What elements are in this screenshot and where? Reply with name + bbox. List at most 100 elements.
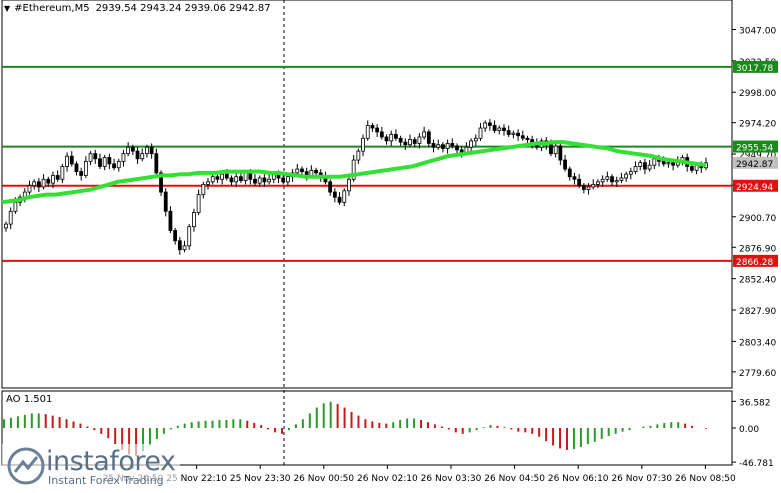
watermark-tagline: Instant Forex Trading [48, 474, 164, 487]
candle-body [201, 183, 206, 196]
candle-body [116, 160, 121, 169]
candle-body [107, 157, 112, 165]
candle-body [285, 176, 290, 183]
candle-body [224, 173, 229, 179]
candle-body [262, 177, 267, 183]
candle-body [610, 176, 614, 183]
candle-body [483, 122, 488, 129]
candle-body [93, 153, 98, 160]
y-tick-label: 2974.20 [739, 120, 776, 130]
y-tick-label: 2852.40 [739, 276, 776, 286]
candle-body [600, 178, 605, 183]
candle-body [619, 177, 624, 181]
level-price-label: 3017.78 [736, 64, 773, 74]
candle-body [163, 191, 168, 212]
candle-body [445, 143, 450, 149]
candle-body [492, 125, 497, 132]
x-tick-label: 26 Nov 03:30 [421, 474, 482, 484]
candle-body [605, 176, 610, 180]
candle-body [328, 181, 333, 193]
candle-body [417, 136, 422, 144]
candle-body [614, 180, 619, 183]
moving-average-line [1, 140, 707, 205]
ohlc-high: 2943.24 [140, 3, 182, 14]
candle-body [643, 162, 647, 170]
candle-body [436, 144, 441, 148]
candle-body [577, 178, 582, 187]
candle-body [581, 185, 586, 190]
candle-body [295, 168, 300, 174]
candle-body [516, 132, 520, 137]
y-tick-label: 2876.90 [739, 244, 776, 254]
candle-body [563, 159, 567, 170]
candle-body [441, 144, 445, 149]
x-tick-label: 26 Nov 06:10 [548, 474, 609, 484]
candle-body [389, 134, 394, 142]
level-price-label: 2866.28 [736, 258, 773, 268]
candle-body [478, 127, 483, 139]
ao-indicator-label: AO 1.501 [6, 394, 53, 405]
candle-body [511, 132, 516, 135]
candle-body [4, 223, 8, 229]
candle-body [431, 143, 436, 148]
candle-body [79, 171, 84, 176]
candle-body [206, 181, 210, 185]
candle-body [234, 176, 239, 183]
x-tick-label: 26 Nov 07:30 [611, 474, 672, 484]
candle-body [60, 166, 65, 180]
x-tick-label: 26 Nov 02:10 [357, 474, 418, 484]
candle-body [46, 178, 51, 184]
candle-body [633, 166, 638, 172]
candle-body [370, 125, 375, 129]
candle-body [83, 160, 88, 176]
x-tick-label: 25 Nov 22:10 [166, 474, 227, 484]
candle-body [347, 178, 351, 192]
ao-tick-label: 36.582 [739, 398, 771, 408]
x-tick-label: 26 Nov 08:50 [675, 474, 736, 484]
candle-body [628, 171, 633, 175]
candle-body [140, 153, 145, 160]
candle-body [112, 163, 116, 169]
ao-tick-label: -46.781 [739, 459, 774, 469]
candle-body [248, 172, 253, 180]
candle-body [187, 226, 192, 247]
candle-body [238, 176, 243, 181]
candle-body [365, 125, 370, 139]
level-price-label: 2955.54 [736, 144, 773, 154]
candle-body [690, 166, 694, 171]
watermark-brand: instaforex [46, 446, 176, 477]
candle-body [177, 240, 182, 251]
candle-body [403, 141, 408, 146]
current-price-label: 2942.87 [736, 160, 773, 170]
candle-body [130, 146, 135, 152]
candle-body [661, 160, 666, 165]
candle-body [253, 178, 257, 184]
candle-body [309, 169, 314, 176]
candle-body [459, 149, 464, 153]
candle-body [215, 176, 220, 180]
candle-body [74, 163, 79, 172]
price-pane-frame [1, 0, 733, 389]
candle-body [520, 135, 525, 139]
candle-body [455, 145, 459, 151]
watermark: instaforex Instant Forex Trading [2, 444, 182, 488]
current-price-tag [733, 156, 778, 169]
ao-tick-label: 0.00 [739, 425, 759, 435]
candle-body [102, 157, 107, 167]
candle-body [332, 191, 337, 198]
y-tick-label: 2827.90 [739, 307, 776, 317]
candle-body [65, 155, 69, 167]
ohlc-low: 2939.06 [184, 3, 227, 14]
candle-body [652, 158, 657, 166]
candle-body [394, 134, 398, 139]
candle-body [497, 127, 502, 132]
level-price-tag [733, 60, 778, 73]
x-tick-label: 25 Nov 23:30 [230, 474, 291, 484]
y-tick-label: 2779.60 [739, 369, 776, 379]
dropdown-arrow-icon[interactable]: ▼ [4, 4, 11, 13]
candle-body [572, 176, 577, 180]
candle-body [300, 168, 304, 172]
candle-body [13, 201, 18, 212]
